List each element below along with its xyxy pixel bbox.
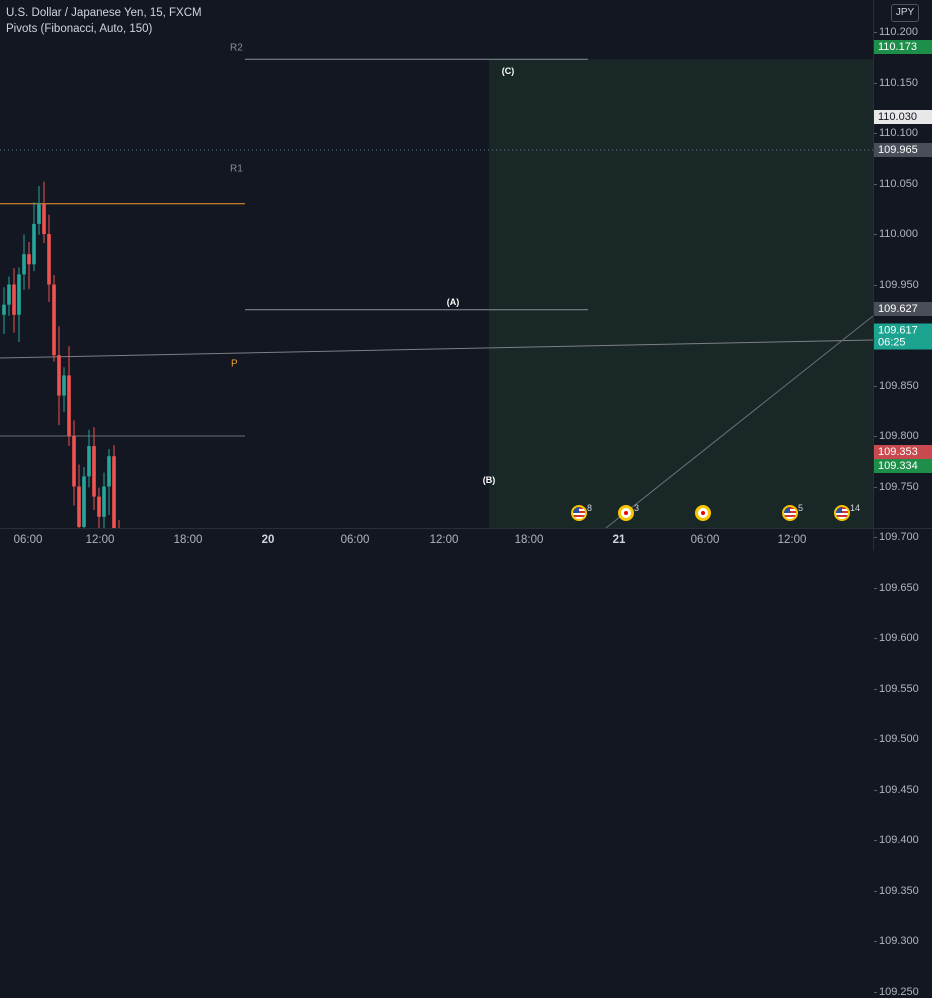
candle-body bbox=[102, 486, 106, 517]
event-count: 8 bbox=[587, 503, 593, 513]
candle-body bbox=[67, 375, 71, 436]
price-tick: 109.550 bbox=[874, 682, 919, 695]
price-tick: 109.800 bbox=[874, 430, 919, 442]
jp-event-icon[interactable]: 3 bbox=[618, 503, 639, 521]
time-label: 18:00 bbox=[173, 534, 203, 546]
candle-body bbox=[22, 254, 26, 275]
us-event-icon[interactable]: 5 bbox=[782, 503, 803, 521]
current-price-value: 109.617 bbox=[878, 324, 918, 337]
candle-body bbox=[7, 284, 11, 305]
stop-level-label: 109.353 bbox=[874, 445, 932, 459]
candle-body bbox=[92, 446, 96, 497]
us-event-icon[interactable]: 14 bbox=[834, 503, 860, 521]
chart-pane[interactable]: U.S. Dollar / Japanese Yen, 15, FXCM Piv… bbox=[0, 0, 873, 528]
price-tick: 109.400 bbox=[874, 834, 919, 846]
time-label: 06:00 bbox=[13, 534, 43, 546]
crosshair-price-label: 109.965 bbox=[874, 143, 932, 157]
us-event-icon[interactable]: 8 bbox=[571, 503, 592, 521]
candle-body bbox=[47, 234, 51, 285]
time-label: 12:00 bbox=[429, 534, 459, 546]
pattern-point-b: (B) bbox=[482, 475, 496, 485]
price-tick: 109.700 bbox=[874, 531, 919, 543]
candle-body bbox=[112, 456, 116, 528]
high-level-label: 110.030 bbox=[874, 110, 932, 124]
candle-body bbox=[62, 375, 66, 396]
target-zone bbox=[489, 59, 873, 528]
jp-flag-icon bbox=[698, 508, 708, 518]
price-tick: 109.850 bbox=[874, 379, 919, 392]
candle-body bbox=[57, 355, 61, 396]
trend-line bbox=[0, 339, 873, 359]
pivot-label-p: P bbox=[231, 358, 238, 370]
time-label: 18:00 bbox=[514, 534, 544, 546]
jp-event-icon[interactable] bbox=[695, 505, 711, 521]
time-label: 06:00 bbox=[690, 534, 720, 546]
candle-body bbox=[97, 496, 101, 517]
candle-body bbox=[27, 254, 31, 265]
time-label: 12:00 bbox=[777, 534, 807, 546]
candle-body bbox=[17, 274, 21, 315]
candle-body bbox=[82, 476, 86, 527]
price-tick: 109.650 bbox=[874, 581, 919, 594]
pattern-point-c: (C) bbox=[501, 66, 515, 76]
price-chart[interactable] bbox=[0, 0, 873, 528]
event-count: 14 bbox=[850, 503, 861, 513]
target-high-label: 110.173 bbox=[874, 40, 932, 54]
candle-body bbox=[32, 223, 36, 265]
event-count: 3 bbox=[634, 503, 640, 513]
pattern-point-a: (A) bbox=[446, 297, 460, 307]
price-tick: 110.100 bbox=[874, 127, 918, 139]
time-label: 21 bbox=[612, 534, 626, 546]
candle-body bbox=[12, 284, 16, 315]
candle-body bbox=[2, 304, 6, 315]
currency-button[interactable]: JPY bbox=[891, 4, 919, 22]
price-tick: 110.050 bbox=[874, 177, 918, 190]
price-tick: 109.350 bbox=[874, 884, 919, 897]
symbol-title[interactable]: U.S. Dollar / Japanese Yen, 15, FXCM bbox=[6, 7, 202, 19]
price-tick: 109.950 bbox=[874, 278, 919, 291]
forecast-line bbox=[605, 315, 873, 528]
indicator-title[interactable]: Pivots (Fibonacci, Auto, 150) bbox=[6, 23, 153, 35]
price-scale[interactable]: JPY 110.200 110.150 110.100 110.050 110.000 1… bbox=[873, 0, 932, 998]
price-tick: 110.000 bbox=[874, 228, 918, 240]
grey-level-label: 109.627 bbox=[874, 302, 932, 316]
price-tick: 109.450 bbox=[874, 783, 919, 796]
event-count: 5 bbox=[798, 503, 804, 513]
current-price-label: 109.617 06:25 bbox=[874, 323, 932, 350]
time-label: 12:00 bbox=[85, 534, 115, 546]
price-tick: 109.300 bbox=[874, 935, 919, 947]
price-tick: 110.200 bbox=[874, 26, 918, 38]
pivot-label-r2: R2 bbox=[230, 42, 243, 54]
candle-body bbox=[52, 284, 56, 356]
time-label: 20 bbox=[261, 534, 275, 546]
low-level-label: 109.334 bbox=[874, 459, 932, 473]
price-tick: 109.750 bbox=[874, 480, 919, 493]
jp-flag-icon bbox=[621, 508, 631, 518]
price-tick: 109.250 bbox=[874, 985, 919, 998]
candle-body bbox=[72, 436, 76, 487]
time-label: 06:00 bbox=[340, 534, 370, 546]
price-tick: 109.500 bbox=[874, 733, 919, 745]
candle-body bbox=[87, 446, 91, 477]
time-axis[interactable]: 06:00 12:00 18:00 20 06:00 12:00 18:00 21 06:00 1… bbox=[0, 528, 873, 551]
axis-corner bbox=[873, 528, 932, 551]
candle-body bbox=[37, 203, 41, 224]
price-tick: 110.150 bbox=[874, 76, 918, 89]
us-flag-icon bbox=[573, 507, 585, 519]
price-tick: 109.600 bbox=[874, 632, 919, 644]
us-flag-icon bbox=[784, 507, 796, 519]
us-flag-icon bbox=[836, 507, 848, 519]
candle-body bbox=[107, 456, 111, 487]
chart-legend: U.S. Dollar / Japanese Yen, 15, FXCM Piv… bbox=[6, 5, 202, 37]
pivot-label-r1: R1 bbox=[230, 163, 243, 175]
candle-body bbox=[77, 486, 81, 527]
candle-body bbox=[42, 203, 46, 234]
bar-countdown: 06:25 bbox=[878, 336, 906, 349]
